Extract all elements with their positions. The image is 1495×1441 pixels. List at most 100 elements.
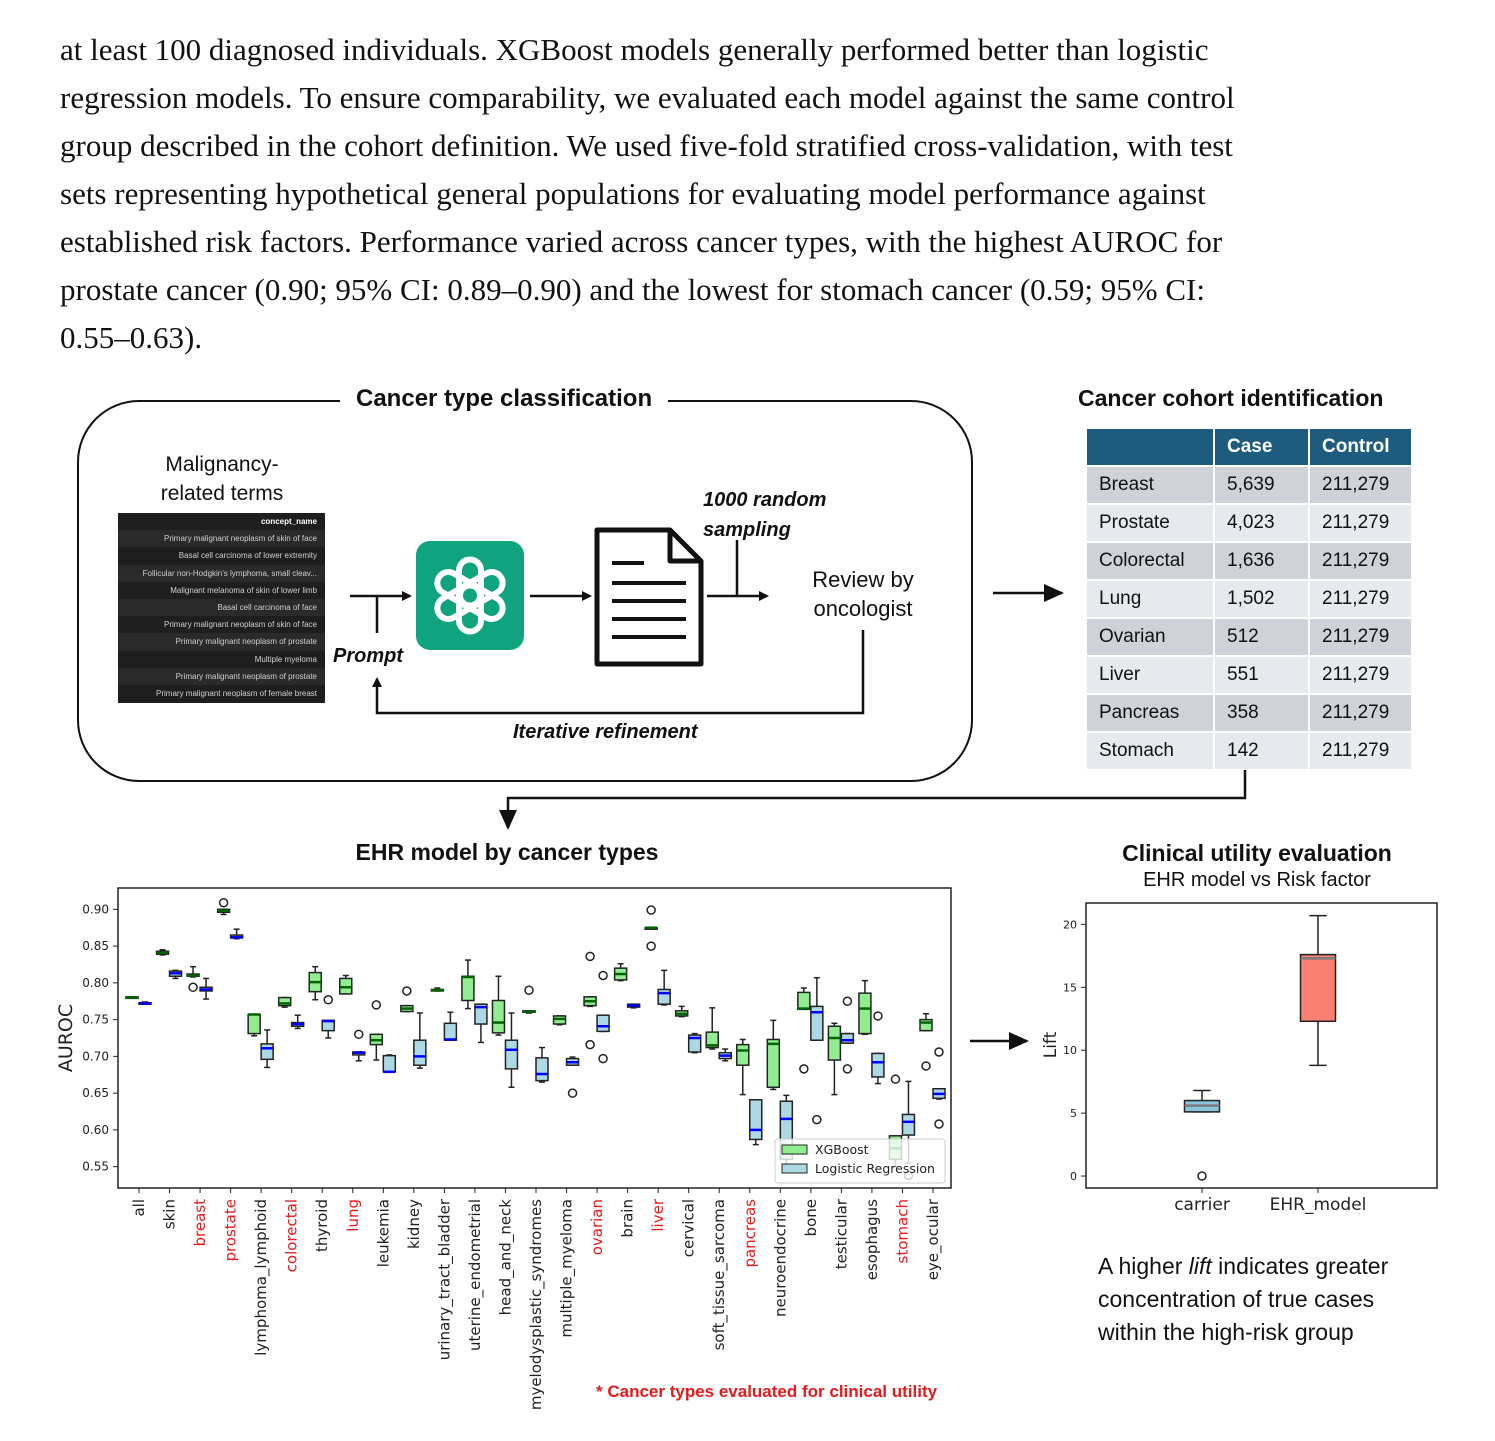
outlier-point [354, 1029, 364, 1040]
y-tick-label: 0.55 [82, 1160, 109, 1174]
logistic-regression-box [443, 1011, 458, 1041]
paragraph-line: sets representing hypothetical general p… [60, 176, 1206, 211]
input-label-line: related terms [160, 482, 284, 505]
outlier-point [218, 897, 229, 908]
concept-table: concept_name Primary malignant neoplasm … [118, 513, 325, 703]
logistic-regression-box [718, 1048, 732, 1062]
cohort-row: Lung 1,502 211,279 [1085, 579, 1413, 619]
y-tick-label: 0.80 [82, 976, 109, 990]
x-tick-label: head_and_neck [496, 1199, 515, 1316]
x-tick-label: ovarian [588, 1199, 606, 1255]
logistic-regression-box [535, 1046, 549, 1083]
cohort-header-cell: Control [1308, 427, 1413, 467]
x-tick-label: carrier [1174, 1195, 1230, 1215]
cancer-type-cell: Lung [1085, 579, 1215, 619]
paragraph-line: established risk factors. Performance va… [60, 224, 1223, 259]
case-count-cell: 1,636 [1213, 541, 1310, 581]
outlier-point [567, 1088, 578, 1098]
logistic-regression-box [382, 1054, 397, 1074]
box [827, 1025, 842, 1061]
box [901, 1113, 916, 1136]
logistic-regression-box [321, 995, 335, 1039]
cohort-table: Case Control Breast 5,639 211,279 Prostate 4… [1085, 427, 1413, 771]
xgboost-box [216, 897, 231, 916]
cohort-header-cell: Case [1213, 427, 1310, 467]
control-count-cell: 211,279 [1308, 541, 1413, 581]
outlier-point [598, 970, 608, 981]
xgboost-box [705, 1007, 719, 1050]
x-tick-label: liver [649, 1198, 667, 1231]
control-count-cell: 211,279 [1308, 503, 1413, 543]
x-tick-label: lung [344, 1199, 362, 1232]
logistic-regression-box [749, 1099, 763, 1146]
legend-swatch [781, 1144, 808, 1155]
prompt-label: Prompt [333, 645, 403, 667]
xgboost-box [674, 1005, 689, 1018]
cancer-type-cell: Pancreas [1085, 693, 1215, 733]
cancer-type-cell: Ovarian [1085, 617, 1215, 657]
y-axis-label: Lift [1041, 1031, 1061, 1058]
box [247, 1013, 261, 1035]
box [491, 999, 506, 1034]
xgboost-box [339, 974, 353, 995]
control-count-cell: 211,279 [1308, 465, 1413, 505]
x-tick-label: eye_ocular [924, 1198, 943, 1280]
cohort-title: Cancer cohort identification [1078, 385, 1384, 411]
auroc-box-chart: 0.55 0.60 0.65 0.70 0.75 0.80 0.85 0.90 AUROC all… [55, 887, 952, 1410]
box [461, 975, 475, 1002]
outlier-point [934, 1119, 944, 1129]
xgboost-box [277, 996, 292, 1008]
case-count-cell: 142 [1213, 731, 1310, 771]
x-tick-label: testicular [832, 1198, 850, 1269]
paragraph-line: group described in the cohort definition… [60, 128, 1233, 163]
logistic-regression-box [260, 1029, 274, 1069]
xgboost-box [613, 962, 628, 982]
case-count-cell: 358 [1213, 693, 1310, 733]
cohort-row: Prostate 4,023 211,279 [1085, 503, 1413, 543]
y-tick-label: 5 [1070, 1107, 1077, 1120]
x-tick-label: stomach [893, 1199, 911, 1263]
y-tick-label: 15 [1063, 981, 1077, 994]
x-tick-label: myelodysplastic_syndromes [527, 1199, 546, 1410]
x-tick-label: cervical [680, 1199, 698, 1257]
x-tick-label: leukemia [374, 1199, 392, 1267]
outlier-point [646, 941, 656, 951]
paragraph-line: prostate cancer (0.90; 95% CI: 0.89–0.90… [60, 272, 1205, 307]
logistic-regression-box [168, 969, 183, 980]
x-tick-label: colorectal [283, 1199, 301, 1272]
outlier-point [812, 1114, 822, 1125]
xgboost-box [644, 905, 658, 951]
box [277, 996, 292, 1007]
lift-caption: A higher lift indicates greater concentr… [1098, 1250, 1388, 1349]
xgboost-box [766, 1019, 781, 1091]
logistic-regression-box [413, 1012, 427, 1069]
caption-line: A higher lift indicates greater [1098, 1250, 1388, 1283]
x-tick-label: skin [161, 1199, 179, 1229]
xgboost-box [552, 1015, 567, 1026]
cohort-row: Ovarian 512 211,279 [1085, 617, 1413, 657]
concept-row: Primary malignant neoplasm of skin of fa… [164, 620, 317, 630]
box [705, 1031, 719, 1049]
cancer-type-cell: Breast [1085, 465, 1215, 505]
xgboost-box [125, 996, 139, 1000]
y-tick-label: 0.65 [82, 1086, 109, 1100]
document-icon [592, 525, 706, 674]
box [413, 1039, 427, 1066]
xgboost-box [522, 985, 536, 1014]
outlier-point [598, 1053, 608, 1064]
xgboost-box [247, 1013, 261, 1037]
control-count-cell: 211,279 [1308, 731, 1413, 771]
xgboost-box [155, 949, 170, 956]
outlier-point [188, 982, 198, 993]
xgboost-box [797, 987, 811, 1074]
legend-label: XGBoost [815, 1142, 869, 1157]
caption-line: concentration of true cases [1098, 1286, 1375, 1312]
paragraph-line: regression models. To ensure comparabili… [60, 80, 1235, 115]
concept-row: Multiple myeloma [254, 654, 317, 664]
box [474, 1003, 488, 1025]
outlier-point [524, 985, 534, 995]
logistic-regression-box [810, 976, 824, 1125]
x-tick-label: urinary_tract_bladder [435, 1198, 454, 1360]
x-tick-label: uterine_endometrial [466, 1199, 485, 1351]
